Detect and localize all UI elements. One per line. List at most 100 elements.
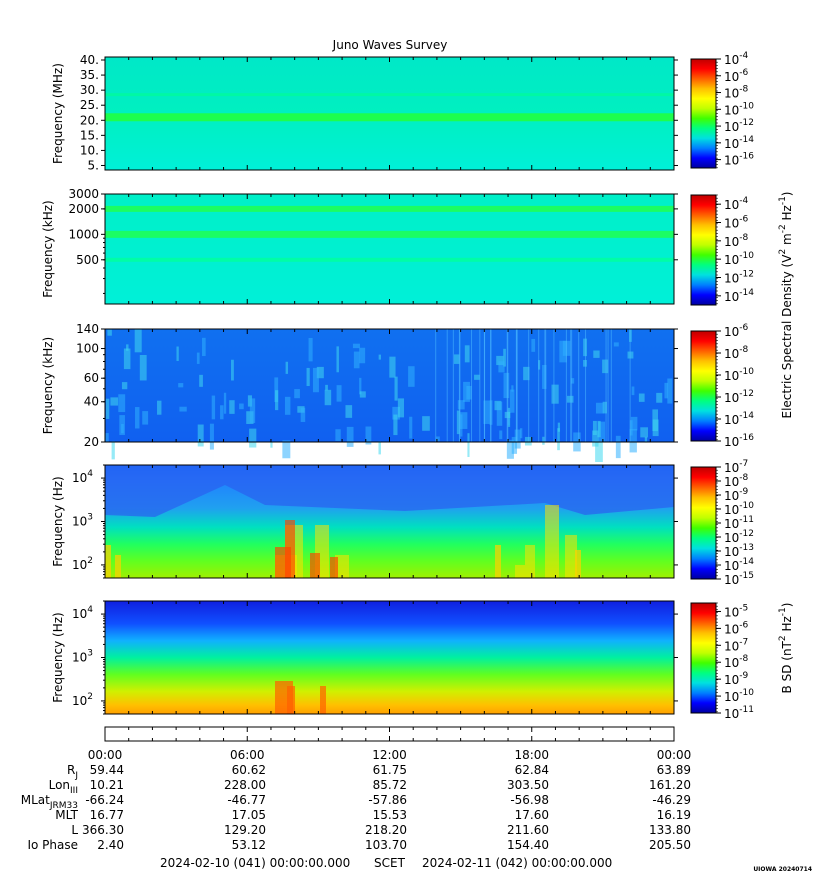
panel-4-emission — [495, 545, 501, 578]
panel-3-emission — [105, 433, 109, 442]
panel-3-emission — [308, 337, 313, 362]
colorbar-tick-label: 10-11 — [724, 515, 754, 531]
time-range-scet: SCET — [374, 856, 406, 870]
panel-5-emission — [287, 686, 295, 714]
colorbar-gradient — [690, 330, 717, 442]
panel-3-emission — [324, 389, 332, 406]
panel-y-tick-label: 60 — [84, 371, 99, 385]
colorbar-tick-label: 10-8 — [724, 473, 749, 489]
ephemeris-row-label: MLT — [55, 808, 78, 822]
panel-3-emission — [392, 406, 400, 420]
panel-3-emission — [602, 359, 609, 374]
panel-4-emission — [115, 555, 121, 578]
time-range-start: 2024-02-10 (041) 00:00:00.000 — [160, 856, 350, 870]
ephemeris-value: 10.21 — [90, 778, 124, 792]
panel-y-tick-label: 104 — [72, 605, 93, 621]
spectrogram-panel-4: 104 103 102 Frequency (Hz) — [51, 464, 678, 579]
colorbar-gradient — [690, 194, 717, 306]
panel-3-streak — [452, 329, 454, 442]
colorbar-tick-label: 10-16 — [724, 152, 754, 168]
colorbar-tick-label: 10-7 — [724, 459, 748, 475]
panel-3-emission — [615, 435, 621, 459]
panel-3-emission — [570, 378, 575, 384]
colorbar-tick-label: 10-9 — [724, 671, 749, 687]
panel-3-emission — [557, 422, 561, 432]
colorbar-tick-label: 10-10 — [724, 367, 754, 383]
panel-3-emission — [460, 414, 463, 437]
colorbar-tick-label: 10-13 — [724, 543, 754, 559]
panel-3-emission — [640, 427, 649, 438]
footer: 2024-02-10 (041) 00:00:00.000 SCET 2024-… — [160, 856, 812, 873]
colorbar-gradient — [690, 602, 717, 714]
footer-stamp: UIOWA 20240714 — [753, 866, 812, 873]
panel-3-emission — [435, 436, 440, 442]
ephemeris-value: 16.77 — [90, 808, 124, 822]
colorbars: 10-410-610-810-1010-1210-1410-1610-410-6… — [690, 51, 794, 721]
panel-3-emission — [511, 436, 518, 454]
ephemeris-value: 63.89 — [657, 763, 691, 777]
panel-3-emission — [157, 400, 162, 415]
panel-4-emission — [335, 555, 349, 578]
panel-3-emission — [542, 436, 545, 445]
ephemeris-value: 16.19 — [657, 808, 691, 822]
panel-4-emission — [525, 545, 535, 578]
panel-4-hot-emission — [285, 520, 295, 578]
panel-3-emission — [178, 383, 184, 388]
panel-3-emission — [630, 416, 638, 431]
ephemeris-row-label: LonIII — [49, 778, 78, 796]
panel-3-emission — [199, 374, 203, 387]
panel-1-band — [105, 93, 674, 97]
panel-3-streak — [471, 329, 473, 442]
panel-3-emission — [249, 398, 256, 424]
panel-4-hot-emission — [310, 553, 320, 578]
panel-3-emission — [644, 436, 648, 443]
panel-3-emission — [139, 355, 147, 381]
panel-3-emission — [107, 329, 112, 336]
panel-3-emission — [498, 361, 505, 373]
panel-3-emission — [503, 372, 510, 399]
panel-3-emission — [105, 398, 110, 420]
panel-3-emission — [638, 393, 645, 402]
panel-3-emission — [196, 352, 200, 364]
ephemeris-value: 15.53 — [373, 808, 407, 822]
colorbar-tick-label: 10-14 — [724, 557, 754, 573]
ephemeris-value: 154.40 — [507, 838, 549, 852]
panel-3-emission — [597, 420, 601, 438]
panel-3-emission — [397, 398, 405, 418]
panel-3-emission — [231, 359, 234, 381]
ephemeris-value: 303.50 — [507, 778, 549, 792]
panel-3-emission — [270, 441, 273, 448]
spectrogram-panel-3: 140 100 60 40 20 Frequency (kHz) — [41, 322, 678, 463]
panel-4-emission — [545, 505, 559, 578]
colorbar-tick-label: 10-4 — [724, 51, 749, 67]
time-tick-label: 00:00 — [657, 748, 692, 762]
ephemeris-value: 17.05 — [232, 808, 266, 822]
time-tick-label: 18:00 — [514, 748, 549, 762]
ephemeris-row-label: L — [71, 823, 78, 837]
panel-3-emission — [629, 428, 637, 453]
ephemeris-table: RJ 59.44 60.62 61.75 62.84 63.89 LonIII 10.21 22… — [21, 763, 691, 852]
panel-5-background — [105, 601, 674, 714]
panel-3-emission — [422, 416, 430, 431]
panel-2-band — [105, 257, 674, 262]
panel-3-emission — [551, 384, 559, 404]
time-axis: 00:00 06:00 12:00 18:00 00:00 — [88, 726, 692, 762]
ephemeris-value: 2.40 — [97, 838, 124, 852]
ephemeris-value: -66.24 — [85, 793, 124, 807]
panel-y-axis-label: Frequency (Hz) — [51, 476, 65, 567]
panel-y-axis-label: Frequency (kHz) — [41, 200, 55, 297]
panel-3-emission — [667, 378, 673, 404]
colorbar-tick-label: 10-8 — [724, 85, 749, 101]
ephemeris-value: 129.20 — [224, 823, 266, 837]
panel-3-emission — [542, 364, 547, 389]
panel-3-emission — [378, 354, 381, 360]
panel-3-emission — [507, 418, 510, 425]
colorbar-tick-label: 10-10 — [724, 101, 754, 117]
ephemeris-value: 53.12 — [232, 838, 266, 852]
ephemeris-value: 103.70 — [365, 838, 407, 852]
time-tick-label: 00:00 — [88, 748, 123, 762]
spectrogram-panels: 40.35.30.25.20.15.10.5. Frequency (MHz) 30… — [41, 53, 678, 715]
panel-2-band — [105, 230, 674, 238]
panel-3-streak — [515, 329, 517, 442]
